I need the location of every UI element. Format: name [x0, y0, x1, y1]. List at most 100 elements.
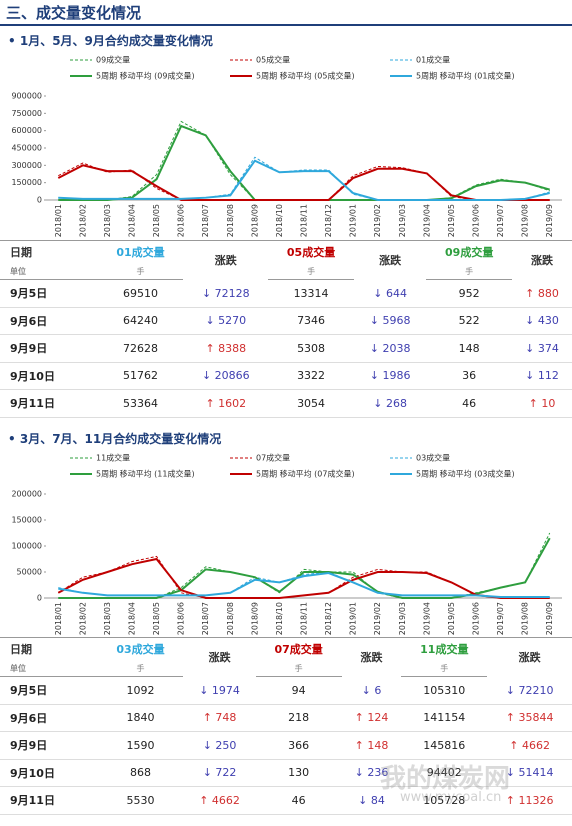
- series-line: [58, 162, 550, 201]
- date-cell: 9月10日: [0, 362, 98, 390]
- x-tick-label: 2018/05: [152, 602, 161, 635]
- series-line: [57, 164, 550, 201]
- value-cell: ↑ 148: [341, 731, 402, 760]
- subtitle: • 1月、5月、9月合约成交量变化情况: [8, 34, 213, 48]
- x-tick-label: 2018/01: [54, 602, 63, 635]
- x-tick-label: 2018/06: [177, 602, 186, 635]
- x-tick-label: 2018/04: [128, 204, 137, 237]
- value-cell: 3054: [268, 389, 354, 418]
- value-cell: 46: [426, 389, 513, 418]
- header-cell: 涨跌: [341, 637, 402, 677]
- unit-cell: 手: [268, 263, 354, 280]
- y-tick-label: 750000: [11, 109, 42, 118]
- value-cell: 13314: [268, 279, 354, 308]
- value-cell: 7346: [268, 307, 354, 335]
- value-cell: 366: [255, 731, 342, 760]
- value-cell: ↑ 11326: [487, 786, 572, 815]
- header-cell: 09成交量: [426, 240, 513, 263]
- header-cell: 日期: [0, 240, 98, 263]
- value-cell: 94402: [401, 759, 488, 787]
- value-cell: ↓ 2038: [353, 334, 427, 363]
- x-tick-label: 2019/08: [521, 204, 530, 237]
- legend-label: 07成交量: [256, 453, 290, 463]
- value-cell: ↑ 35844: [487, 704, 572, 732]
- series-line: [58, 159, 550, 201]
- watermark: 我的煤炭网: [380, 764, 511, 794]
- value-cell: ↓ 72128: [183, 279, 269, 308]
- y-tick-label: 0: [37, 196, 42, 205]
- header-cell: 05成交量: [268, 240, 354, 263]
- legend-label: 05成交量: [256, 55, 290, 65]
- x-tick-label: 2019/09: [545, 602, 554, 635]
- unit-cell: 手: [255, 660, 342, 677]
- value-cell: ↓ 374: [512, 334, 572, 363]
- x-tick-label: 2018/07: [201, 204, 210, 237]
- date-cell: 9月10日: [0, 759, 98, 787]
- value-cell: ↓ 268: [353, 389, 427, 418]
- x-tick-label: 2019/01: [349, 204, 358, 237]
- value-cell: 218: [255, 704, 342, 732]
- header-cell: 日期: [0, 637, 98, 660]
- x-tick-label: 2019/08: [521, 602, 530, 635]
- value-cell: ↑ 10: [512, 389, 572, 418]
- header-cell: 涨跌: [183, 637, 256, 677]
- x-tick-label: 2018/01: [54, 204, 63, 237]
- legend-label: 5周期 移动平均 (07成交量): [256, 469, 355, 479]
- value-cell: ↓ 51414: [487, 759, 572, 787]
- chart: 0 50000 100000 150000 200000 2018/01 2018/02 20…: [11, 453, 562, 635]
- value-cell: 5530: [97, 786, 184, 815]
- series-line: [58, 572, 550, 598]
- value-cell: 69510: [97, 279, 184, 308]
- series-line: [58, 124, 550, 201]
- value-cell: 5308: [268, 334, 354, 363]
- series-line: [58, 120, 550, 201]
- value-cell: ↓ 112: [512, 362, 572, 390]
- value-cell: 1590: [97, 731, 184, 760]
- x-tick-label: 2019/03: [398, 602, 407, 635]
- value-cell: ↑ 880: [512, 279, 572, 308]
- y-tick-label: 300000: [11, 161, 42, 170]
- x-tick-label: 2018/08: [226, 602, 235, 635]
- date-cell: 9月6日: [0, 307, 98, 335]
- legend-label: 03成交量: [416, 453, 450, 463]
- series-line: [58, 156, 550, 201]
- value-cell: 94: [255, 676, 342, 705]
- x-tick-label: 2018/12: [324, 204, 333, 237]
- value-cell: 105310: [401, 676, 488, 705]
- value-cell: ↑ 8388: [183, 334, 269, 363]
- x-tick-label: 2018/11: [300, 602, 309, 635]
- unit-cell: 手: [97, 660, 184, 677]
- x-tick-label: 2018/03: [103, 602, 112, 635]
- value-cell: ↓ 84: [341, 786, 402, 815]
- watermark-url: www.mycoal.cn: [400, 790, 502, 805]
- x-tick-label: 2019/05: [447, 204, 456, 237]
- value-cell: ↓ 72210: [487, 676, 572, 705]
- value-cell: ↑ 4662: [487, 731, 572, 760]
- x-tick-label: 2019/01: [349, 602, 358, 635]
- unit-cell: 手: [401, 660, 488, 677]
- value-cell: ↓ 5968: [353, 307, 427, 335]
- x-tick-label: 2019/06: [472, 602, 481, 635]
- page-title: 三、成交量变化情况: [0, 0, 572, 26]
- x-tick-label: 2018/06: [177, 204, 186, 237]
- date-cell: 9月11日: [0, 389, 98, 418]
- y-tick-label: 450000: [11, 144, 42, 153]
- unit-cell: 手: [426, 263, 513, 280]
- value-cell: ↓ 236: [341, 759, 402, 787]
- legend-label: 01成交量: [416, 55, 450, 65]
- value-cell: ↑ 1602: [183, 389, 269, 418]
- value-cell: 868: [97, 759, 184, 787]
- header-cell: 03成交量: [97, 637, 184, 660]
- chart: 0 150000 300000 450000 600000 750000 900000 201…: [11, 55, 562, 237]
- unit-cell: 手: [97, 263, 184, 280]
- y-tick-label: 150000: [11, 516, 42, 525]
- value-cell: ↑ 4662: [183, 786, 256, 815]
- value-cell: 130: [255, 759, 342, 787]
- y-tick-label: 50000: [17, 568, 42, 577]
- x-tick-label: 2019/02: [373, 602, 382, 635]
- value-cell: 105728: [401, 786, 488, 815]
- value-cell: 145816: [401, 731, 488, 760]
- legend-label: 09成交量: [96, 55, 130, 65]
- legend-label: 5周期 移动平均 (01成交量): [416, 71, 515, 81]
- value-cell: 952: [426, 279, 513, 308]
